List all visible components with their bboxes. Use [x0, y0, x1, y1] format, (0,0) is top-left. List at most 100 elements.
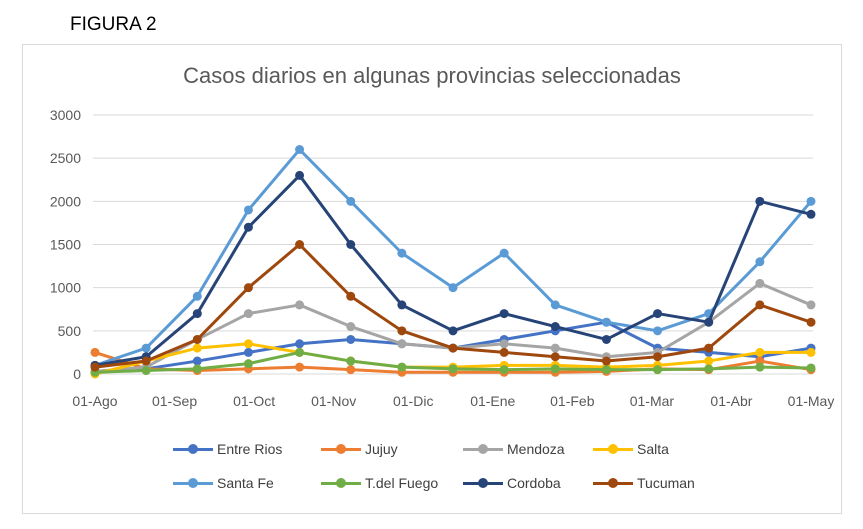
legend-swatch [463, 478, 503, 488]
data-point [192, 356, 202, 366]
chart-title: Casos diarios en algunas provincias sele… [183, 63, 681, 88]
data-point [755, 300, 765, 310]
data-point [397, 300, 407, 310]
data-point [295, 170, 305, 180]
legend-marker [608, 444, 618, 454]
y-tick-label: 2000 [50, 193, 81, 209]
data-point [295, 347, 305, 357]
data-point [550, 352, 560, 362]
y-tick-label: 2500 [50, 150, 81, 166]
data-point [90, 347, 100, 357]
data-point [755, 257, 765, 267]
data-point [346, 322, 356, 332]
data-point [806, 363, 816, 373]
data-point [601, 356, 611, 366]
data-point [90, 362, 100, 372]
legend-item: T.del Fuego [321, 475, 438, 491]
data-point [601, 334, 611, 344]
data-point [601, 317, 611, 327]
legend-swatch [593, 478, 633, 488]
data-point [806, 347, 816, 357]
y-tick-label: 0 [73, 366, 81, 382]
data-point [755, 347, 765, 357]
legend-marker [336, 478, 346, 488]
legend-label: Cordoba [507, 475, 561, 491]
data-point [243, 222, 253, 232]
data-point [243, 339, 253, 349]
x-tick-label: 01-Abr [710, 393, 752, 409]
data-point [653, 326, 663, 336]
data-point [243, 309, 253, 319]
y-tick-label: 3000 [50, 107, 81, 123]
data-point [448, 364, 458, 374]
data-point [141, 366, 151, 376]
data-point [806, 196, 816, 206]
legend-marker [336, 444, 346, 454]
x-tick-label: 01-Feb [550, 393, 595, 409]
data-point [499, 248, 509, 258]
legend-item: Entre Rios [173, 441, 282, 457]
data-point [397, 326, 407, 336]
data-point [192, 309, 202, 319]
data-point [704, 364, 714, 374]
data-point [243, 359, 253, 369]
data-point [346, 334, 356, 344]
data-point [550, 364, 560, 374]
data-point [141, 343, 151, 353]
data-point [550, 322, 560, 332]
legend-label: Santa Fe [217, 475, 274, 491]
x-tick-label: 01-Mar [630, 393, 675, 409]
data-point [192, 343, 202, 353]
data-point [295, 362, 305, 372]
y-tick-label: 500 [58, 323, 82, 339]
x-tick-label: 01-Ago [72, 393, 117, 409]
figure-label: FIGURA 2 [70, 14, 157, 35]
data-point [295, 240, 305, 249]
data-point [346, 196, 356, 206]
data-point [448, 283, 458, 293]
legend-label: Mendoza [507, 441, 565, 457]
data-point [192, 291, 202, 301]
legend-marker [188, 444, 198, 454]
data-point [243, 347, 253, 357]
data-point [499, 309, 509, 319]
legend-marker [478, 478, 488, 488]
legend-label: Jujuy [365, 441, 398, 457]
y-tick-label: 1000 [50, 280, 81, 296]
data-point [550, 300, 560, 310]
data-point [448, 326, 458, 336]
data-point [295, 339, 305, 349]
legend-swatch [321, 444, 361, 454]
data-point [755, 196, 765, 206]
data-point [499, 347, 509, 357]
data-point [653, 309, 663, 319]
legend-label: Tucuman [637, 475, 695, 491]
data-point [806, 317, 816, 327]
legend-item: Jujuy [321, 441, 398, 457]
legend-swatch [593, 444, 633, 454]
plot-area: 0 500 1000 1500 2000 2500 3000 01-Ago 01-Sep 01-O… [50, 107, 835, 409]
legend-item: Cordoba [463, 475, 561, 491]
data-point [499, 339, 509, 349]
legend-item: Mendoza [463, 441, 565, 457]
data-point [704, 356, 714, 366]
series-cordoba [90, 170, 816, 370]
data-point [192, 334, 202, 344]
data-point [141, 356, 151, 366]
chart-frame: Casos diarios en algunas provincias sele… [22, 44, 842, 514]
series-t-del-fuego [90, 347, 816, 377]
data-point [295, 300, 305, 310]
data-point [755, 362, 765, 372]
x-tick-label: 01-Nov [311, 393, 356, 409]
legend-marker [188, 478, 198, 488]
legend-swatch [321, 478, 361, 488]
data-point [295, 145, 305, 155]
x-tick-label: 01-Ene [470, 393, 515, 409]
legend-item: Santa Fe [173, 475, 274, 491]
data-point [448, 343, 458, 353]
data-point [346, 356, 356, 366]
legend-label: T.del Fuego [365, 475, 439, 491]
legend-label: Salta [637, 441, 669, 457]
data-point [346, 240, 356, 249]
legend-swatch [463, 444, 503, 454]
